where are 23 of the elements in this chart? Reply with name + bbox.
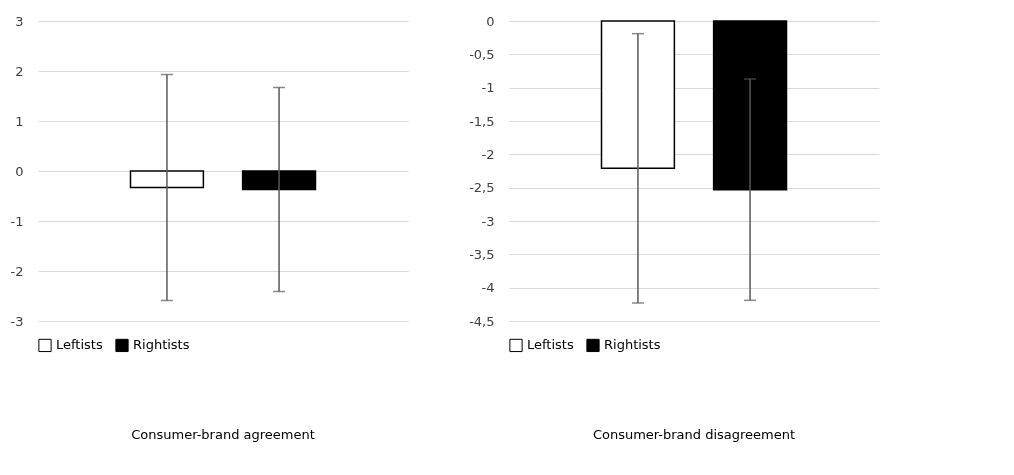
y-tick-label: -4,5: [469, 313, 495, 329]
text: Consumer-brand agreement: [131, 427, 315, 442]
y-tick-label: -2: [10, 263, 24, 279]
y-tick-label: -3,5: [469, 246, 495, 262]
y-tick-label: 1: [15, 113, 24, 129]
y-tick-label: -1,5: [469, 113, 495, 129]
legend-label: Rightists: [604, 337, 661, 353]
y-tick-label: -3: [10, 313, 24, 329]
y-tick-label: -1: [481, 80, 495, 96]
y-tick-label: 3: [15, 13, 24, 29]
y-tick-label: 0: [486, 13, 495, 29]
y-tick-label: -2,5: [469, 180, 495, 196]
legend-label: Leftists: [56, 337, 103, 353]
y-tick-label: -0,5: [469, 46, 495, 62]
y-tick-label: -1: [10, 213, 24, 229]
y-tick-label: 0: [15, 163, 24, 179]
y-tick-label: 2: [15, 63, 24, 79]
y-tick-label: -4: [481, 280, 495, 296]
legend-label: Leftists: [527, 337, 574, 353]
y-tick-label: -2: [481, 146, 495, 162]
y-tick-label: -3: [481, 213, 495, 229]
text: Consumer-brand disagreement: [592, 427, 796, 442]
legend-label: Rightists: [133, 337, 190, 353]
